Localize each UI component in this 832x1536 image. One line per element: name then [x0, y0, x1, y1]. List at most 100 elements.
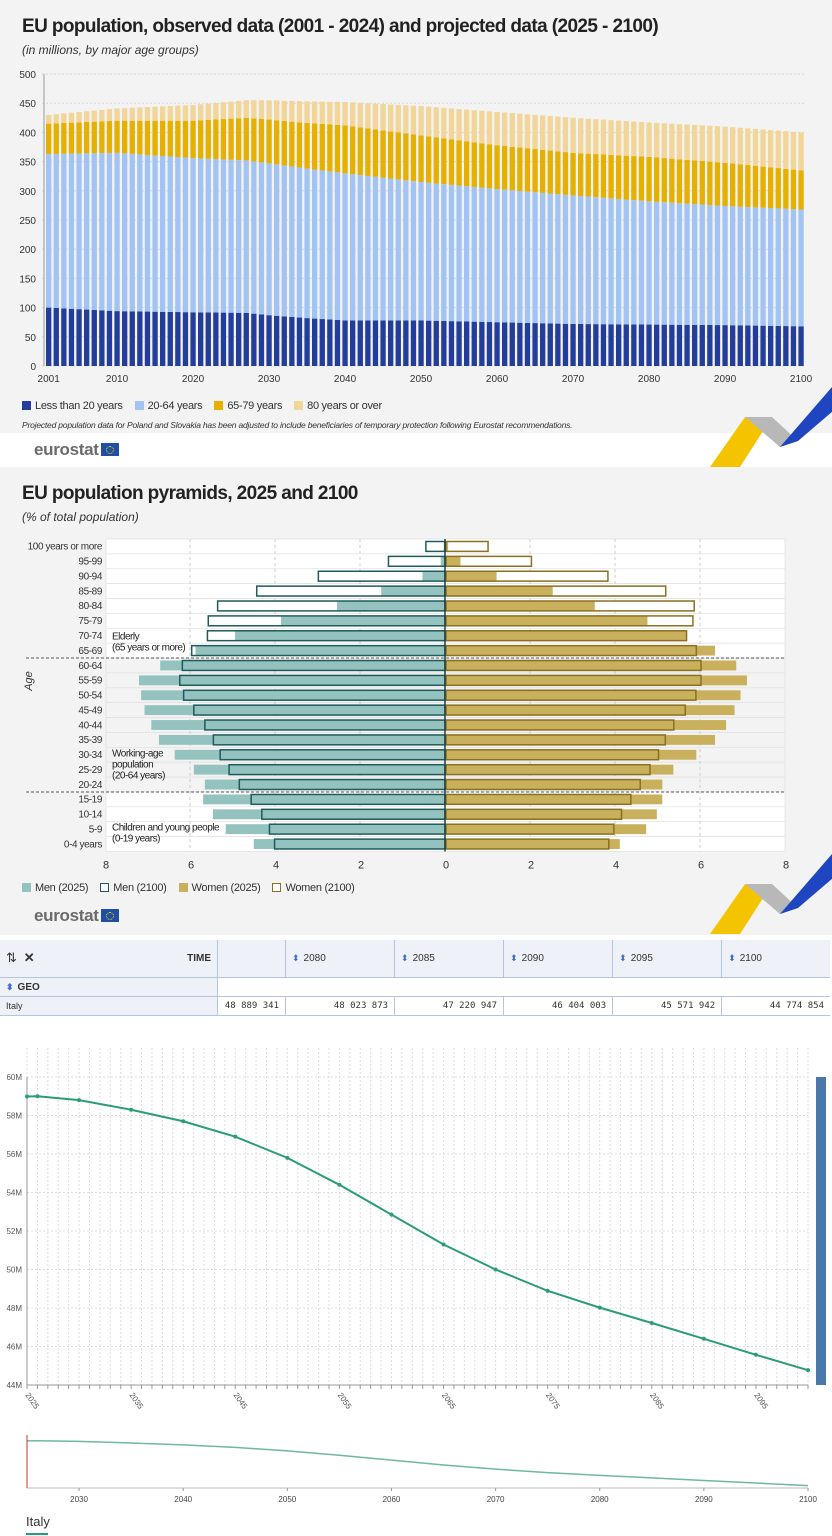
- bar-segment: [517, 113, 523, 148]
- age-group-label: 65-69: [78, 646, 102, 657]
- legend-item[interactable]: 80 years or over: [294, 400, 382, 412]
- bar-segment: [175, 120, 181, 158]
- sort-icon[interactable]: ⬍: [728, 953, 736, 963]
- bar-segment: [661, 123, 667, 159]
- y-tick-label: 250: [19, 216, 36, 227]
- bar-women-2100: [445, 719, 675, 731]
- bar-segment: [137, 107, 143, 121]
- data-point: [441, 1242, 446, 1247]
- bar-segment: [304, 101, 310, 124]
- bar-segment: [654, 157, 660, 202]
- bar-segment: [760, 325, 766, 366]
- bar-segment: [798, 132, 804, 171]
- sort-icon[interactable]: ⬍: [6, 981, 14, 992]
- group-annotation: (20-64 years): [112, 770, 165, 781]
- bar-women-2100: [445, 630, 688, 642]
- chart-subtitle: (% of total population): [22, 510, 139, 524]
- y-tick-label: 400: [19, 128, 36, 139]
- navigator-chart[interactable]: 2030 2040 2050 2060 2070 2080 2090 2100: [0, 1430, 832, 1510]
- x-tick-label: 2030: [258, 374, 281, 385]
- bar-segment: [494, 322, 500, 366]
- bar-segment: [752, 325, 759, 366]
- bar-segment: [456, 140, 462, 186]
- data-point: [389, 1212, 394, 1217]
- sort-icon[interactable]: ⬍: [510, 953, 518, 963]
- bar-segment: [426, 136, 432, 183]
- age-group-label: 25-29: [78, 765, 102, 776]
- bar-segment: [350, 320, 356, 366]
- bar-segment: [76, 309, 82, 366]
- column-header-2095[interactable]: ⬍ 2095: [612, 940, 722, 978]
- bar-women-2100: [445, 674, 702, 687]
- bar-segment: [547, 193, 553, 324]
- bar-segment: [350, 126, 356, 175]
- bar-segment: [600, 197, 607, 325]
- vertical-scrollbar[interactable]: [816, 1077, 826, 1385]
- table-row: Italy 48 889 341 48 023 873 47 220 947 4…: [0, 996, 830, 1016]
- bar-outline-background: [446, 541, 489, 552]
- legend-item-italy[interactable]: Italy: [26, 1514, 50, 1535]
- sort-icon[interactable]: ⬍: [619, 953, 627, 963]
- bar-segment: [418, 135, 424, 183]
- y-tick-label: 60M: [6, 1073, 22, 1082]
- bar-segment: [266, 119, 272, 164]
- bar-men-2025: [253, 839, 445, 849]
- eurostat-logo: eurostat: [34, 440, 119, 460]
- bar-women-2100: [445, 808, 623, 820]
- column-header[interactable]: [217, 940, 286, 978]
- legend-item[interactable]: Women (2025): [178, 882, 261, 894]
- bar-segment: [129, 153, 135, 312]
- legend-item[interactable]: Less than 20 years: [22, 400, 123, 412]
- bar-segment: [768, 167, 774, 209]
- bar-segment: [418, 182, 424, 321]
- bar-segment: [403, 105, 409, 134]
- bar-segment: [752, 165, 759, 208]
- data-point: [181, 1119, 186, 1124]
- y-axis-label: Age: [23, 671, 35, 692]
- legend-item[interactable]: 20-64 years: [134, 400, 203, 412]
- bar-women-2025: [446, 794, 663, 805]
- series-line-italy: [26, 1095, 809, 1372]
- bar-segment: [84, 153, 90, 310]
- bar-segment: [334, 124, 341, 173]
- bar-women-2025: [446, 779, 663, 790]
- sort-icon[interactable]: ⬍: [401, 953, 409, 963]
- age-group-label: 40-44: [78, 720, 102, 731]
- column-header-2100[interactable]: ⬍ 2100: [721, 940, 830, 978]
- eurostat-logo: eurostat: [34, 906, 119, 926]
- age-group-label: 75-79: [78, 616, 102, 627]
- swap-icon[interactable]: ⇅: [6, 950, 17, 965]
- sort-icon[interactable]: ⬍: [292, 953, 300, 963]
- bar-segment: [357, 127, 363, 176]
- column-header-2085[interactable]: ⬍ 2085: [394, 940, 504, 978]
- bar-men-2025: [203, 794, 445, 805]
- bar-men-2025: [151, 720, 445, 730]
- bar-segment: [775, 130, 781, 169]
- bar-women-2100: [445, 734, 667, 746]
- column-header-2090[interactable]: ⬍ 2090: [503, 940, 613, 978]
- bar-segment: [783, 131, 789, 169]
- bar-segment: [395, 179, 401, 321]
- group-annotation: Children and young people: [112, 823, 220, 834]
- group-annotation: Elderly: [112, 631, 140, 642]
- legend-item[interactable]: Men (2100): [100, 882, 167, 894]
- column-header-2080[interactable]: ⬍ 2080: [284, 940, 395, 978]
- legend-item[interactable]: 65-79 years: [214, 400, 282, 412]
- bar-segment: [106, 121, 113, 153]
- legend-item[interactable]: Men (2025): [22, 882, 89, 894]
- bar-segment: [289, 166, 295, 317]
- legend-item[interactable]: Women (2100): [272, 882, 355, 894]
- bar-segment: [144, 311, 151, 366]
- bar-segment: [205, 312, 211, 366]
- expand-icon[interactable]: ✕: [23, 950, 35, 965]
- bar-segment: [638, 156, 645, 201]
- x-tick-label: 4: [273, 859, 279, 871]
- bar-segment: [296, 101, 303, 123]
- geo-header[interactable]: ⬍ GEO: [0, 977, 218, 997]
- bar-segment: [243, 100, 249, 118]
- bar-segment: [714, 126, 721, 163]
- bar-segment: [281, 100, 287, 121]
- legend-swatch: [100, 883, 110, 892]
- bar-segment: [312, 101, 318, 124]
- bar-men-2025: [195, 645, 445, 656]
